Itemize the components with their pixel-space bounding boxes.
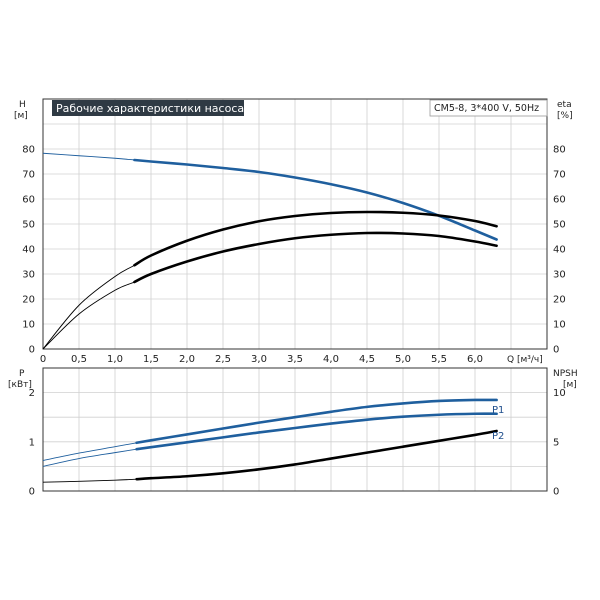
x-tick-label: 2,5 <box>215 354 231 365</box>
x-tick-label: 2,0 <box>179 354 195 365</box>
bottom-right-ylabel-unit: [м] <box>563 380 577 390</box>
top-grid <box>42 98 548 350</box>
bottom-right-y-tick-label: 0 <box>553 487 559 498</box>
top-plot-frame <box>42 98 548 350</box>
x-tick-label: 1,5 <box>143 354 159 365</box>
series-label-p1: P1 <box>492 405 504 416</box>
top-right-y-tick-label: 30 <box>553 270 566 281</box>
x-tick-label: 3,5 <box>287 354 303 365</box>
top-right-y-tick-label: 10 <box>553 320 566 331</box>
top-left-ylabel: H <box>19 100 26 110</box>
series-label-p2: P2 <box>492 431 504 442</box>
power-p1-curve-duty <box>135 398 498 445</box>
x-tick-label: 5,5 <box>431 354 447 365</box>
power-p2-curve-duty <box>135 412 498 451</box>
head-curve-duty <box>133 158 498 241</box>
x-tick-label: 4,5 <box>359 354 375 365</box>
x-tick-label: 0,5 <box>71 354 87 365</box>
top-left-y-tick-label: 40 <box>22 245 35 256</box>
x-tick-label: 3,0 <box>251 354 267 365</box>
top-right-y-tick-label: 40 <box>553 245 566 256</box>
top-right-ylabel: eta <box>557 100 572 110</box>
subtitle-box <box>429 99 548 117</box>
top-left-y-tick-label: 10 <box>22 320 35 331</box>
x-tick-label: 0 <box>40 354 46 365</box>
title-box <box>52 100 244 116</box>
head-curve-full <box>42 152 497 240</box>
x-tick-label: 1,0 <box>107 354 123 365</box>
top-right-y-tick-label: 80 <box>553 145 566 156</box>
top-right-ylabel-unit: [%] <box>557 111 573 121</box>
bottom-curves <box>42 398 498 483</box>
npsh-curve-full <box>42 430 497 483</box>
bottom-plot-frame <box>42 367 548 492</box>
x-tick-label: 6,0 <box>467 354 483 365</box>
efficiency-curve-2-full <box>42 232 497 350</box>
x-tick-label: 5,0 <box>395 354 411 365</box>
top-left-y-tick-label: 70 <box>22 170 35 181</box>
bottom-tick-labels: 0 1 2 0 5 10 <box>29 388 566 497</box>
bottom-right-y-tick-label: 10 <box>553 388 566 399</box>
efficiency-curve-1-duty <box>133 210 498 267</box>
chart-subtitle: CM5-8, 3*400 V, 50Hz <box>434 103 539 114</box>
bottom-left-y-tick-label: 1 <box>29 437 35 448</box>
bottom-grid <box>42 367 548 492</box>
top-left-y-tick-label: 80 <box>22 145 35 156</box>
top-left-y-tick-label: 30 <box>22 270 35 281</box>
bottom-left-ylabel-unit: [кВт] <box>8 380 32 390</box>
efficiency-curve-2-duty <box>133 231 498 284</box>
bottom-right-y-tick-label: 5 <box>553 437 559 448</box>
npsh-curve-duty <box>135 429 498 481</box>
bottom-left-y-tick-label: 2 <box>29 388 35 399</box>
top-left-y-tick-label: 60 <box>22 195 35 206</box>
bottom-left-y-tick-label: 0 <box>29 487 35 498</box>
efficiency-curve-1-full <box>42 211 497 350</box>
bottom-right-ylabel: NPSH <box>553 369 578 379</box>
top-right-y-tick-label: 60 <box>553 195 566 206</box>
x-axis-label: Q [м³/ч] <box>507 355 543 365</box>
top-left-y-tick-label: 20 <box>22 295 35 306</box>
top-left-y-tick-label: 0 <box>29 345 35 356</box>
top-right-y-tick-label: 20 <box>553 295 566 306</box>
top-right-y-tick-label: 0 <box>553 345 559 356</box>
top-left-ylabel-unit: [м] <box>14 111 28 121</box>
top-curves <box>42 152 498 350</box>
top-right-y-tick-label: 50 <box>553 220 566 231</box>
top-left-y-tick-label: 50 <box>22 220 35 231</box>
top-right-y-tick-label: 70 <box>553 170 566 181</box>
x-tick-label: 4,0 <box>323 354 339 365</box>
bottom-left-ylabel: P <box>19 369 25 379</box>
chart-title: Рабочие характеристики насоса <box>56 102 244 115</box>
